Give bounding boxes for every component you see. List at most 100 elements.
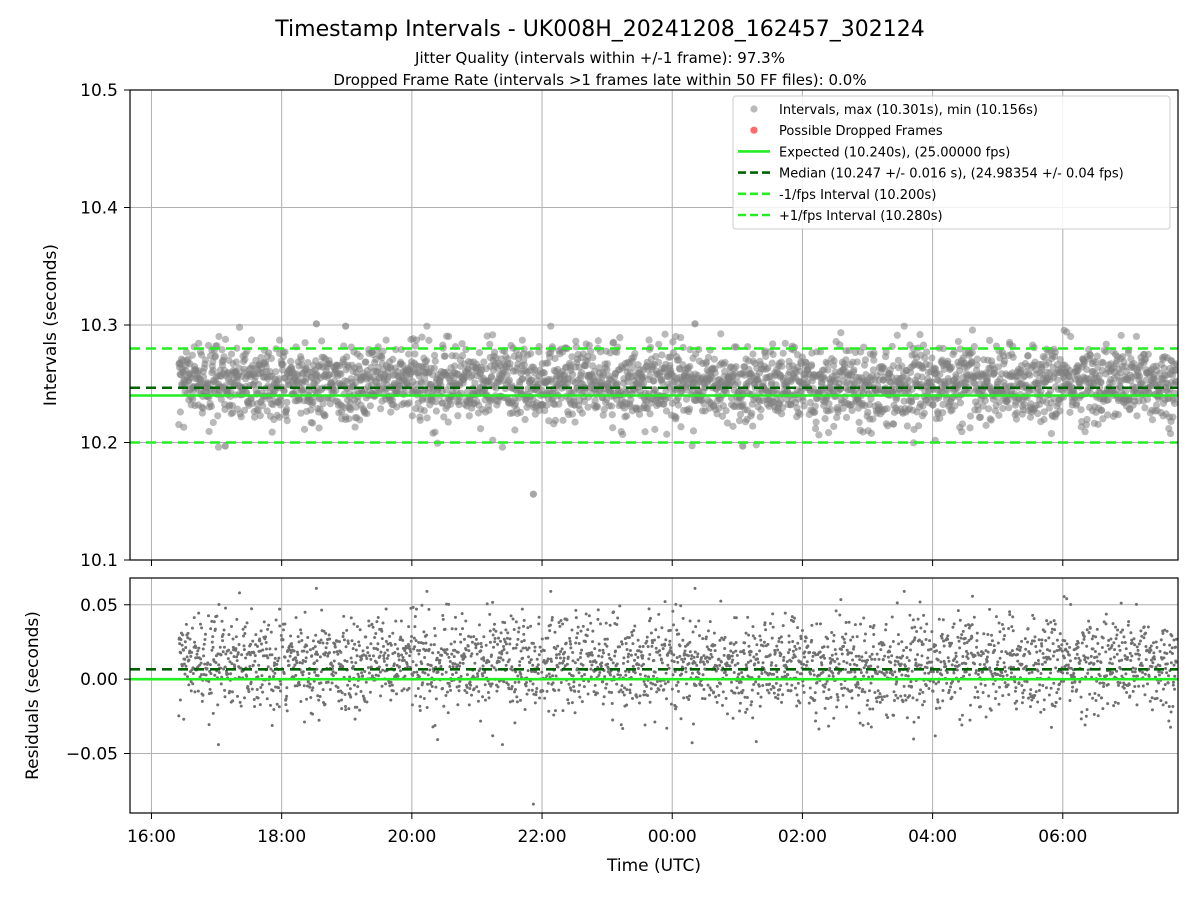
residual-point xyxy=(611,702,614,705)
interval-point xyxy=(222,336,229,343)
residual-point xyxy=(709,620,712,623)
residual-point xyxy=(814,691,817,694)
residual-point xyxy=(560,681,563,684)
residual-point xyxy=(666,664,669,667)
residual-point xyxy=(658,654,661,657)
residual-point xyxy=(269,704,272,707)
residual-point xyxy=(676,656,679,659)
residual-point xyxy=(822,654,825,657)
residual-point xyxy=(724,670,727,673)
residual-point xyxy=(598,642,601,645)
residual-point xyxy=(485,644,488,647)
interval-point xyxy=(1067,333,1074,340)
residual-point xyxy=(457,651,460,654)
residual-point xyxy=(586,634,589,637)
residual-point xyxy=(787,651,790,654)
residual-point xyxy=(616,617,619,620)
residual-point xyxy=(481,695,484,698)
residual-point xyxy=(223,689,226,692)
interval-point xyxy=(233,358,240,365)
residual-point xyxy=(813,699,816,702)
residual-point xyxy=(266,697,269,700)
residual-point xyxy=(333,660,336,663)
residual-point xyxy=(401,639,404,642)
interval-point xyxy=(655,359,662,366)
residual-point xyxy=(532,682,535,685)
interval-point xyxy=(948,364,955,371)
residual-point xyxy=(696,652,699,655)
residual-point xyxy=(279,683,282,686)
residual-point xyxy=(203,638,206,641)
residual-point xyxy=(647,657,650,660)
residual-point xyxy=(775,670,778,673)
residual-point xyxy=(518,664,521,667)
residual-point xyxy=(187,632,190,635)
residual-point xyxy=(235,655,238,658)
residual-point xyxy=(437,651,440,654)
residual-point xyxy=(644,724,647,727)
residual-point xyxy=(313,661,316,664)
interval-point xyxy=(431,365,438,372)
residual-point xyxy=(367,666,370,669)
residual-point xyxy=(411,674,414,677)
residual-point xyxy=(210,620,213,623)
residual-point xyxy=(809,687,812,690)
residual-point xyxy=(395,692,398,695)
residual-point xyxy=(730,641,733,644)
residual-point xyxy=(491,734,494,737)
residual-point xyxy=(664,682,667,685)
residual-point xyxy=(780,701,783,704)
residual-point xyxy=(434,724,437,727)
residual-point xyxy=(285,697,288,700)
residual-point xyxy=(531,689,534,692)
interval-point xyxy=(210,419,217,426)
residual-point xyxy=(376,642,379,645)
residual-point xyxy=(651,683,654,686)
residual-point xyxy=(447,711,450,714)
residual-point xyxy=(402,656,405,659)
residual-point xyxy=(593,647,596,650)
interval-point xyxy=(604,360,611,367)
residual-point xyxy=(652,675,655,678)
residual-point xyxy=(377,674,380,677)
residual-point xyxy=(193,616,196,619)
residual-point xyxy=(570,689,573,692)
residual-point xyxy=(457,689,460,692)
interval-point xyxy=(777,397,784,404)
residual-point xyxy=(344,705,347,708)
residual-point xyxy=(297,635,300,638)
residual-point xyxy=(629,649,632,652)
residual-point xyxy=(668,640,671,643)
interval-point xyxy=(623,412,630,419)
residual-point xyxy=(203,663,206,666)
residual-point xyxy=(397,675,400,678)
residual-point xyxy=(701,637,704,640)
residual-point xyxy=(543,659,546,662)
residual-point xyxy=(423,697,426,700)
interval-point xyxy=(189,352,196,359)
residual-point xyxy=(659,684,662,687)
residual-point xyxy=(214,661,217,664)
residual-point xyxy=(210,692,213,695)
residual-point xyxy=(735,641,738,644)
interval-point xyxy=(1167,430,1174,437)
residual-point xyxy=(452,665,455,668)
residual-point xyxy=(480,645,483,648)
interval-point xyxy=(389,356,396,363)
residual-point xyxy=(405,652,408,655)
residual-point xyxy=(260,642,263,645)
residual-point xyxy=(422,630,425,633)
residual-point xyxy=(267,624,270,627)
residual-point xyxy=(549,590,552,593)
residual-point xyxy=(473,687,476,690)
residual-point xyxy=(329,688,332,691)
residual-point xyxy=(757,692,760,695)
interval-point xyxy=(276,337,283,344)
residual-point xyxy=(514,688,517,691)
interval-point xyxy=(808,361,815,368)
interval-point xyxy=(315,424,322,431)
residual-point xyxy=(750,700,753,703)
residual-point xyxy=(771,612,774,615)
residual-point xyxy=(448,665,451,668)
residual-point xyxy=(490,653,493,656)
